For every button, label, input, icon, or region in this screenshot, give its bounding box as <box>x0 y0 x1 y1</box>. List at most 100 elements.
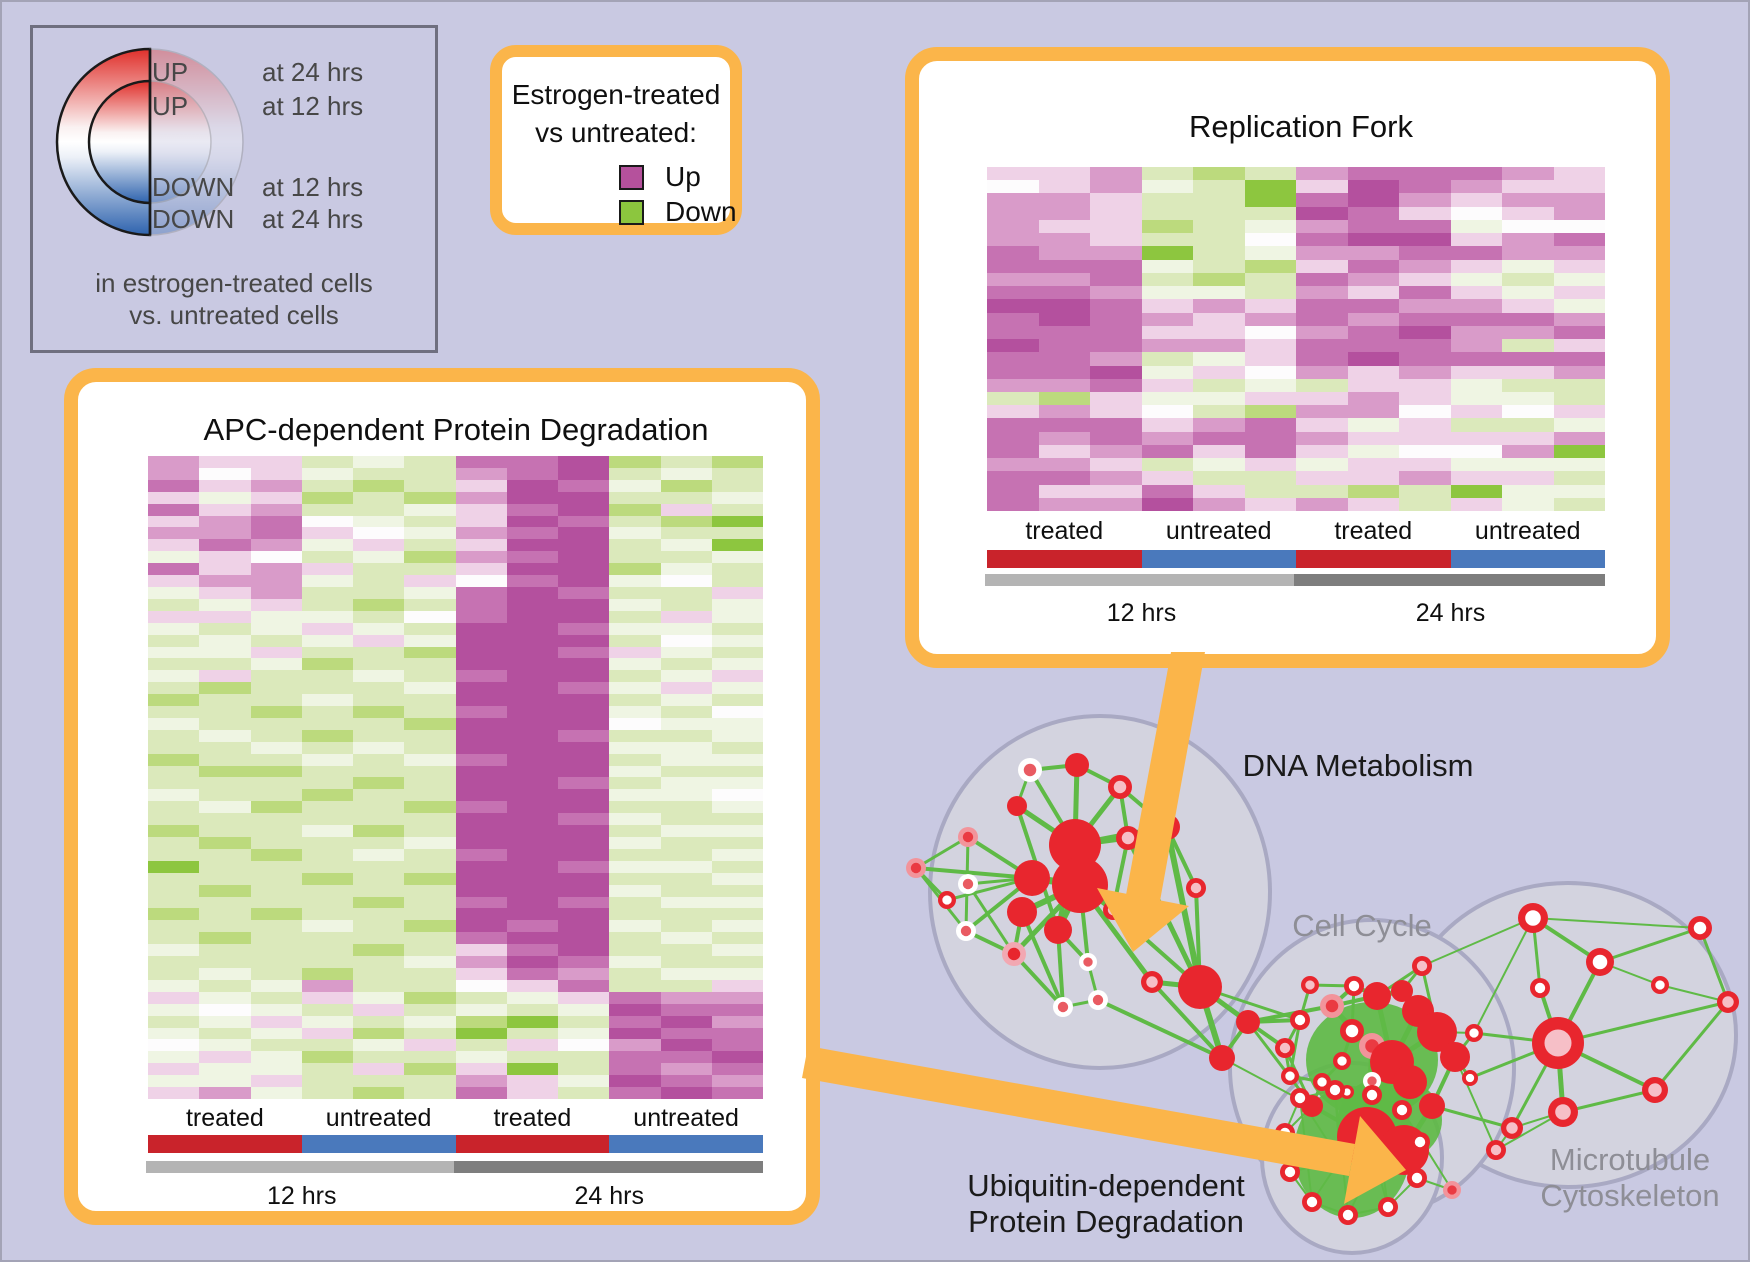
heatmap-cell <box>1347 484 1399 498</box>
heatmap-cell <box>506 837 558 849</box>
heatmap-cell <box>1038 418 1090 432</box>
heatmap-cell <box>1090 431 1142 445</box>
heatmap-row <box>148 467 763 480</box>
heatmap-cell <box>301 1075 353 1088</box>
heatmap-cell <box>711 848 763 861</box>
heatmap-cell <box>250 491 302 504</box>
heatmap-cell <box>455 706 507 718</box>
heatmap-cell <box>455 860 507 873</box>
heatmap-cell <box>1141 431 1193 445</box>
heatmap-cell <box>353 729 405 742</box>
heatmap-cell <box>660 825 712 837</box>
heatmap-cell <box>711 515 763 528</box>
heatmap-cell <box>301 539 353 552</box>
heatmap-cell <box>353 503 405 516</box>
heatmap-cell <box>1141 365 1193 379</box>
heatmap-row <box>987 286 1605 300</box>
heatmap-cell <box>558 694 610 707</box>
heatmap-cell <box>711 860 763 873</box>
heatmap-row <box>148 777 763 790</box>
heatmap-cell <box>1399 431 1451 445</box>
heatmap-cell <box>506 848 558 861</box>
heatmap-cell <box>301 610 353 623</box>
heatmap-cell <box>1450 339 1502 353</box>
heatmap-cell <box>250 1075 302 1088</box>
heatmap-cell <box>301 694 353 707</box>
heatmap-cell <box>353 563 405 576</box>
apc-heatmap <box>148 456 763 1099</box>
heatmap-cell <box>301 908 353 921</box>
heatmap-cell <box>455 967 507 980</box>
heatmap-cell <box>148 706 200 718</box>
heatmap-row <box>148 741 763 754</box>
heatmap-cell <box>301 658 353 671</box>
heatmap-cell <box>609 729 661 742</box>
heatmap-cell <box>455 825 507 837</box>
heatmap-cell <box>609 920 661 933</box>
heatmap-cell <box>1347 391 1399 406</box>
heatmap-cell <box>1502 233 1554 247</box>
heatmap-cell <box>1090 246 1142 260</box>
heatmap-cell <box>1141 312 1193 326</box>
heatmap-cell <box>506 563 558 576</box>
heatmap-cell <box>558 777 610 790</box>
heatmap-cell <box>558 515 610 528</box>
heatmap-row <box>987 167 1605 181</box>
heatmap-cell <box>987 444 1039 459</box>
heatmap-cell <box>1038 325 1090 340</box>
heatmap-cell <box>404 1015 456 1028</box>
heatmap-cell <box>404 932 456 945</box>
cluster-label-microtubule-cytoskeleton: Microtubule Cytoskeleton <box>1540 1142 1719 1214</box>
heatmap-cell <box>660 491 712 504</box>
heatmap-cell <box>250 634 302 647</box>
group-label-treated-0: treated <box>1025 517 1104 545</box>
heatmap-cell <box>1502 206 1554 220</box>
heatmap-cell <box>1399 391 1451 406</box>
heatmap-cell <box>609 1087 661 1099</box>
heatmap-row <box>987 299 1605 313</box>
heatmap-cell <box>1141 272 1193 287</box>
heatmap-row <box>987 418 1605 432</box>
heatmap-cell <box>1141 193 1193 207</box>
heatmap-cell <box>353 598 405 611</box>
heatmap-cell <box>609 598 661 611</box>
heatmap-cell <box>301 706 353 718</box>
heatmap-cell <box>404 837 456 849</box>
heatmap-cell <box>455 729 507 742</box>
heatmap-cell <box>506 896 558 909</box>
heatmap-cell <box>1502 339 1554 353</box>
heatmap-cell <box>353 706 405 718</box>
heatmap-cell <box>1296 431 1348 445</box>
heatmap-cell <box>199 765 251 778</box>
heatmap-cell <box>199 610 251 623</box>
heatmap-cell <box>199 837 251 849</box>
heatmap-cell <box>711 467 763 480</box>
heatmap-cell <box>660 741 712 754</box>
heatmap-cell <box>353 777 405 790</box>
heatmap-cell <box>455 658 507 671</box>
heatmap-cell <box>609 634 661 647</box>
heatmap-cell <box>609 765 661 778</box>
heatmap-cell <box>250 908 302 921</box>
heatmap-row <box>148 1075 763 1088</box>
heatmap-cell <box>558 729 610 742</box>
heatmap-cell <box>148 658 200 671</box>
cluster-label-line: Cell Cycle <box>1292 908 1432 943</box>
heatmap-cell <box>558 860 610 873</box>
heatmap-cell <box>1038 180 1090 194</box>
heatmap-cell <box>250 479 302 492</box>
heatmap-row <box>987 471 1605 485</box>
heatmap-cell <box>1450 193 1502 207</box>
heatmap-cell <box>148 837 200 849</box>
heatmap-cell <box>1038 352 1090 366</box>
heatmap-cell <box>1038 246 1090 260</box>
heatmap-cell <box>301 467 353 480</box>
heatmap-cell <box>660 694 712 707</box>
heatmap-cell <box>455 765 507 778</box>
heatmap-cell <box>1347 167 1399 181</box>
heatmap-cell <box>199 777 251 790</box>
heatmap-cell <box>250 467 302 480</box>
heatmap-cell <box>506 1075 558 1088</box>
heatmap-cell <box>1347 497 1399 512</box>
heatmap-cell <box>1193 471 1245 485</box>
